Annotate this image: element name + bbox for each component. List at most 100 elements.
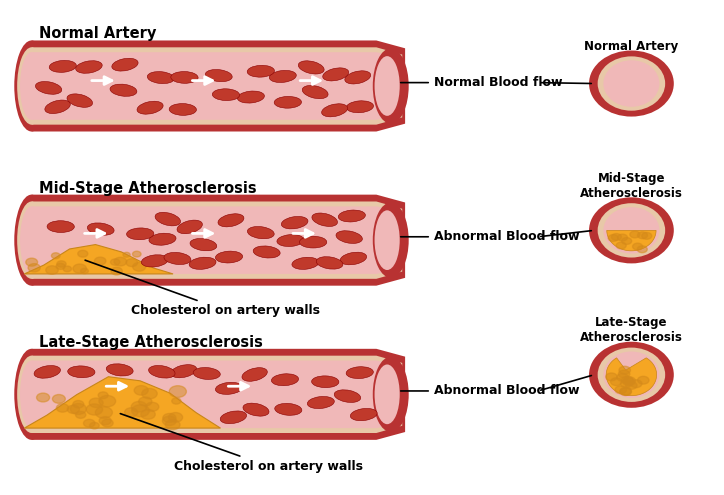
- Ellipse shape: [603, 351, 660, 398]
- Circle shape: [89, 398, 103, 407]
- Ellipse shape: [298, 61, 324, 74]
- Circle shape: [70, 403, 86, 414]
- Ellipse shape: [35, 82, 62, 94]
- Ellipse shape: [14, 41, 49, 132]
- Ellipse shape: [111, 58, 138, 71]
- Ellipse shape: [243, 403, 269, 416]
- Ellipse shape: [216, 382, 243, 395]
- Ellipse shape: [34, 365, 60, 378]
- Ellipse shape: [589, 342, 674, 408]
- Circle shape: [77, 250, 88, 257]
- Circle shape: [626, 382, 637, 390]
- Text: Normal Artery: Normal Artery: [584, 40, 678, 53]
- Polygon shape: [32, 48, 403, 125]
- Ellipse shape: [137, 101, 163, 114]
- Circle shape: [96, 407, 112, 418]
- Ellipse shape: [20, 360, 43, 428]
- Ellipse shape: [164, 252, 191, 264]
- Ellipse shape: [323, 68, 349, 81]
- Circle shape: [617, 373, 628, 381]
- Ellipse shape: [141, 255, 168, 267]
- Ellipse shape: [373, 202, 409, 278]
- Text: Normal Artery: Normal Artery: [38, 26, 156, 42]
- Circle shape: [631, 380, 642, 388]
- Ellipse shape: [345, 71, 371, 84]
- Circle shape: [608, 235, 618, 242]
- Circle shape: [75, 411, 86, 418]
- Ellipse shape: [272, 374, 298, 386]
- Ellipse shape: [603, 207, 660, 253]
- Circle shape: [172, 398, 181, 404]
- Ellipse shape: [47, 221, 75, 233]
- Ellipse shape: [312, 213, 337, 226]
- Circle shape: [67, 405, 80, 413]
- Text: Normal Blood flow: Normal Blood flow: [400, 76, 563, 89]
- Ellipse shape: [282, 216, 308, 229]
- Ellipse shape: [374, 364, 400, 424]
- Ellipse shape: [171, 72, 198, 83]
- Circle shape: [111, 259, 119, 265]
- Text: Mid-Stage Atherosclerosis: Mid-Stage Atherosclerosis: [38, 181, 256, 196]
- Circle shape: [99, 417, 111, 425]
- Ellipse shape: [346, 101, 374, 113]
- Ellipse shape: [373, 356, 409, 432]
- Ellipse shape: [110, 84, 137, 97]
- Ellipse shape: [603, 60, 660, 107]
- Text: Abnormal Blood flow: Abnormal Blood flow: [400, 385, 579, 397]
- Ellipse shape: [253, 246, 280, 258]
- Polygon shape: [607, 230, 656, 251]
- Ellipse shape: [17, 48, 46, 125]
- Circle shape: [90, 422, 99, 429]
- Ellipse shape: [17, 201, 46, 279]
- Circle shape: [638, 376, 649, 384]
- Ellipse shape: [292, 257, 319, 269]
- Ellipse shape: [206, 69, 232, 82]
- Circle shape: [46, 266, 58, 274]
- Ellipse shape: [68, 366, 95, 378]
- Circle shape: [621, 376, 633, 384]
- Ellipse shape: [340, 252, 366, 265]
- Polygon shape: [32, 360, 397, 428]
- Circle shape: [138, 397, 152, 406]
- Circle shape: [616, 242, 626, 249]
- Ellipse shape: [212, 89, 240, 100]
- Circle shape: [86, 404, 103, 415]
- Circle shape: [623, 378, 634, 386]
- Circle shape: [56, 404, 69, 412]
- Circle shape: [633, 243, 643, 250]
- Text: Mid-Stage
Atherosclerosis: Mid-Stage Atherosclerosis: [580, 172, 683, 200]
- Ellipse shape: [248, 227, 274, 239]
- Ellipse shape: [20, 52, 43, 120]
- Circle shape: [169, 386, 186, 397]
- Polygon shape: [32, 201, 403, 279]
- Circle shape: [52, 395, 65, 403]
- Circle shape: [641, 233, 652, 239]
- Ellipse shape: [193, 367, 220, 380]
- Ellipse shape: [274, 97, 301, 108]
- Ellipse shape: [374, 210, 400, 270]
- Polygon shape: [25, 377, 221, 428]
- Ellipse shape: [67, 94, 93, 107]
- Circle shape: [56, 263, 65, 269]
- Circle shape: [134, 386, 148, 395]
- Ellipse shape: [373, 49, 409, 124]
- Circle shape: [146, 402, 159, 411]
- Circle shape: [114, 257, 127, 266]
- Polygon shape: [32, 349, 405, 440]
- Ellipse shape: [338, 210, 366, 222]
- Ellipse shape: [45, 100, 70, 113]
- Ellipse shape: [148, 365, 175, 378]
- Circle shape: [83, 419, 95, 427]
- Ellipse shape: [277, 235, 304, 247]
- Ellipse shape: [189, 257, 216, 269]
- Ellipse shape: [169, 103, 196, 115]
- Ellipse shape: [237, 91, 264, 103]
- Ellipse shape: [336, 231, 363, 244]
- Ellipse shape: [76, 61, 102, 73]
- Circle shape: [637, 246, 647, 252]
- Circle shape: [111, 267, 122, 275]
- Circle shape: [37, 393, 50, 402]
- Ellipse shape: [597, 56, 665, 111]
- Ellipse shape: [597, 203, 665, 257]
- Text: Abnormal Blood flow: Abnormal Blood flow: [400, 230, 579, 243]
